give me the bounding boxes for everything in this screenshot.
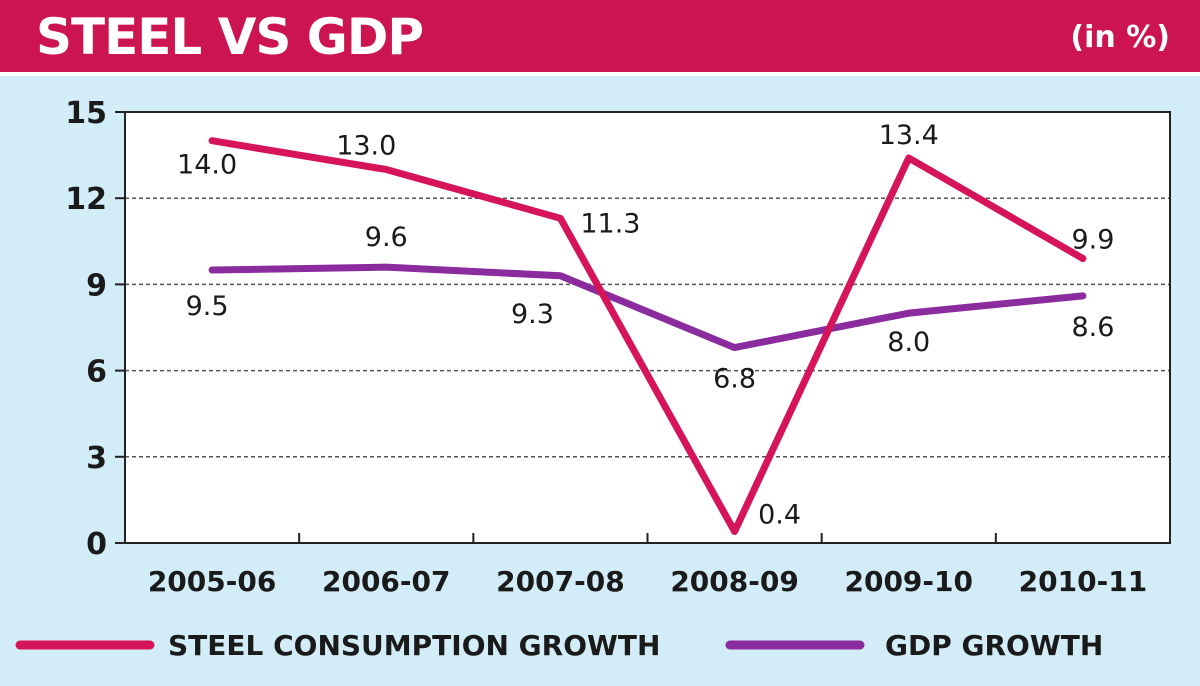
- data-label-gdp: 9.6: [365, 222, 408, 253]
- unit-label: (in %): [1070, 20, 1170, 55]
- data-label-gdp: 6.8: [713, 364, 756, 395]
- series-line-gdp: [208, 263, 1087, 352]
- y-tick-label: 6: [86, 355, 107, 390]
- chart-title: STEEL VS GDP: [36, 8, 424, 66]
- data-label-gdp: 9.3: [511, 299, 554, 330]
- legend-label-gdp: GDP GROWTH: [885, 629, 1103, 662]
- y-tick-label: 15: [65, 96, 107, 131]
- x-tick-label: 2005-06: [148, 565, 277, 598]
- x-tick-label: 2008-09: [670, 565, 799, 598]
- x-tick-label: 2010-11: [1019, 565, 1148, 598]
- data-label-steel: 0.4: [758, 500, 801, 531]
- data-label-gdp: 8.0: [887, 327, 930, 358]
- series-line-steel: [208, 137, 1087, 536]
- data-label-steel: 13.4: [879, 120, 939, 151]
- y-tick-label: 3: [86, 441, 107, 476]
- data-label-steel: 9.9: [1071, 225, 1114, 256]
- y-tick-label: 12: [65, 182, 107, 217]
- legend-label-steel: STEEL CONSUMPTION GROWTH: [168, 629, 660, 662]
- data-label-gdp: 9.5: [186, 291, 229, 322]
- data-label-steel: 14.0: [177, 150, 237, 181]
- x-tick-label: 2007-08: [496, 565, 625, 598]
- data-label-steel: 13.0: [336, 130, 396, 161]
- header-banner: STEEL VS GDP (in %): [0, 0, 1200, 76]
- plot-border: [124, 111, 1171, 544]
- data-label-gdp: 8.6: [1071, 312, 1114, 343]
- y-tick-label: 9: [86, 268, 107, 303]
- x-tick-label: 2009-10: [844, 565, 973, 598]
- x-tick-label: 2006-07: [322, 565, 451, 598]
- data-label-steel: 11.3: [580, 208, 640, 239]
- y-tick-label: 0: [86, 527, 107, 562]
- plot-area: [125, 112, 1170, 543]
